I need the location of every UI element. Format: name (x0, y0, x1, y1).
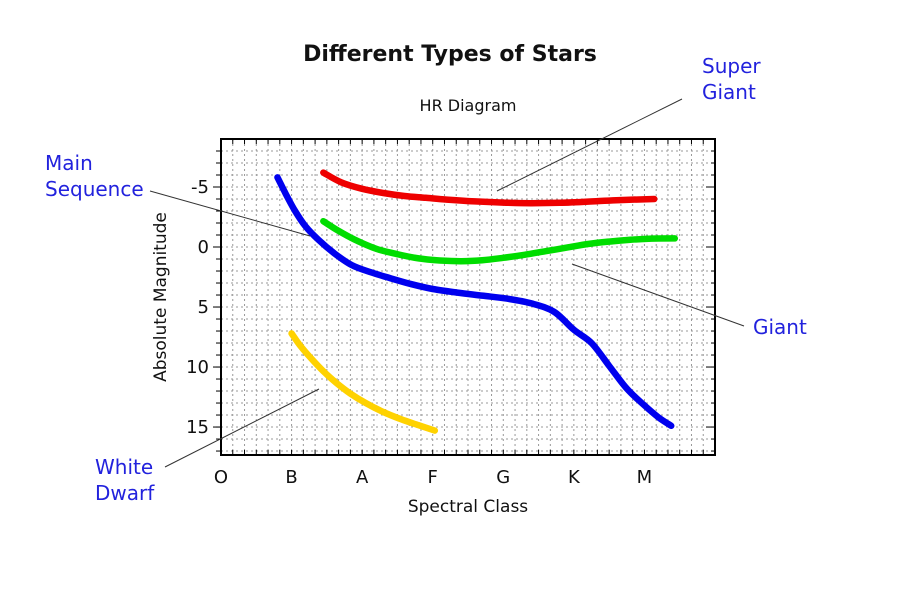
x-tick-label: B (285, 467, 297, 488)
data-curves (274, 169, 679, 434)
axis-ticks (213, 139, 715, 455)
x-tick-label: O (214, 467, 228, 488)
x-tick-label: K (568, 467, 581, 488)
annotation-line-super-giant (496, 98, 683, 192)
y-tick-label: 15 (186, 417, 209, 438)
y-tick-label: -5 (191, 177, 209, 198)
annotation-label-main-sequence: Main Sequence (45, 151, 144, 201)
annotation-line-white-dwarf (164, 388, 320, 468)
annotation-label-white-dwarf: White Dwarf (95, 455, 155, 505)
annotations: Main Sequence Super Giant Giant White Dwarf (45, 54, 807, 505)
x-tick-label: G (496, 467, 510, 488)
y-tick-label: 10 (186, 357, 209, 378)
curve-super-giant (320, 169, 658, 207)
curve-giant (320, 217, 679, 265)
x-tick-label: A (356, 467, 369, 488)
chart-subtitle: HR Diagram (420, 96, 517, 115)
x-axis-title: Spectral Class (408, 497, 528, 517)
annotation-line-giant (571, 263, 745, 327)
x-tick-label: M (637, 467, 653, 488)
annotation-label-giant: Giant (753, 315, 807, 339)
y-tick-label: 5 (198, 297, 209, 318)
annotation-line-main-sequence (149, 190, 311, 237)
chart-title: Different Types of Stars (303, 42, 597, 67)
x-tick-label: F (428, 467, 438, 488)
y-tick-label: 0 (198, 237, 209, 258)
curve-main-sequence (274, 174, 675, 430)
tick-labels: -5 0 5 10 15 O B A F G K M (186, 177, 652, 488)
annotation-label-super-giant: Super Giant (702, 54, 761, 104)
curve-white-dwarf (288, 330, 439, 434)
y-axis-title: Absolute Magnitude (151, 212, 171, 382)
